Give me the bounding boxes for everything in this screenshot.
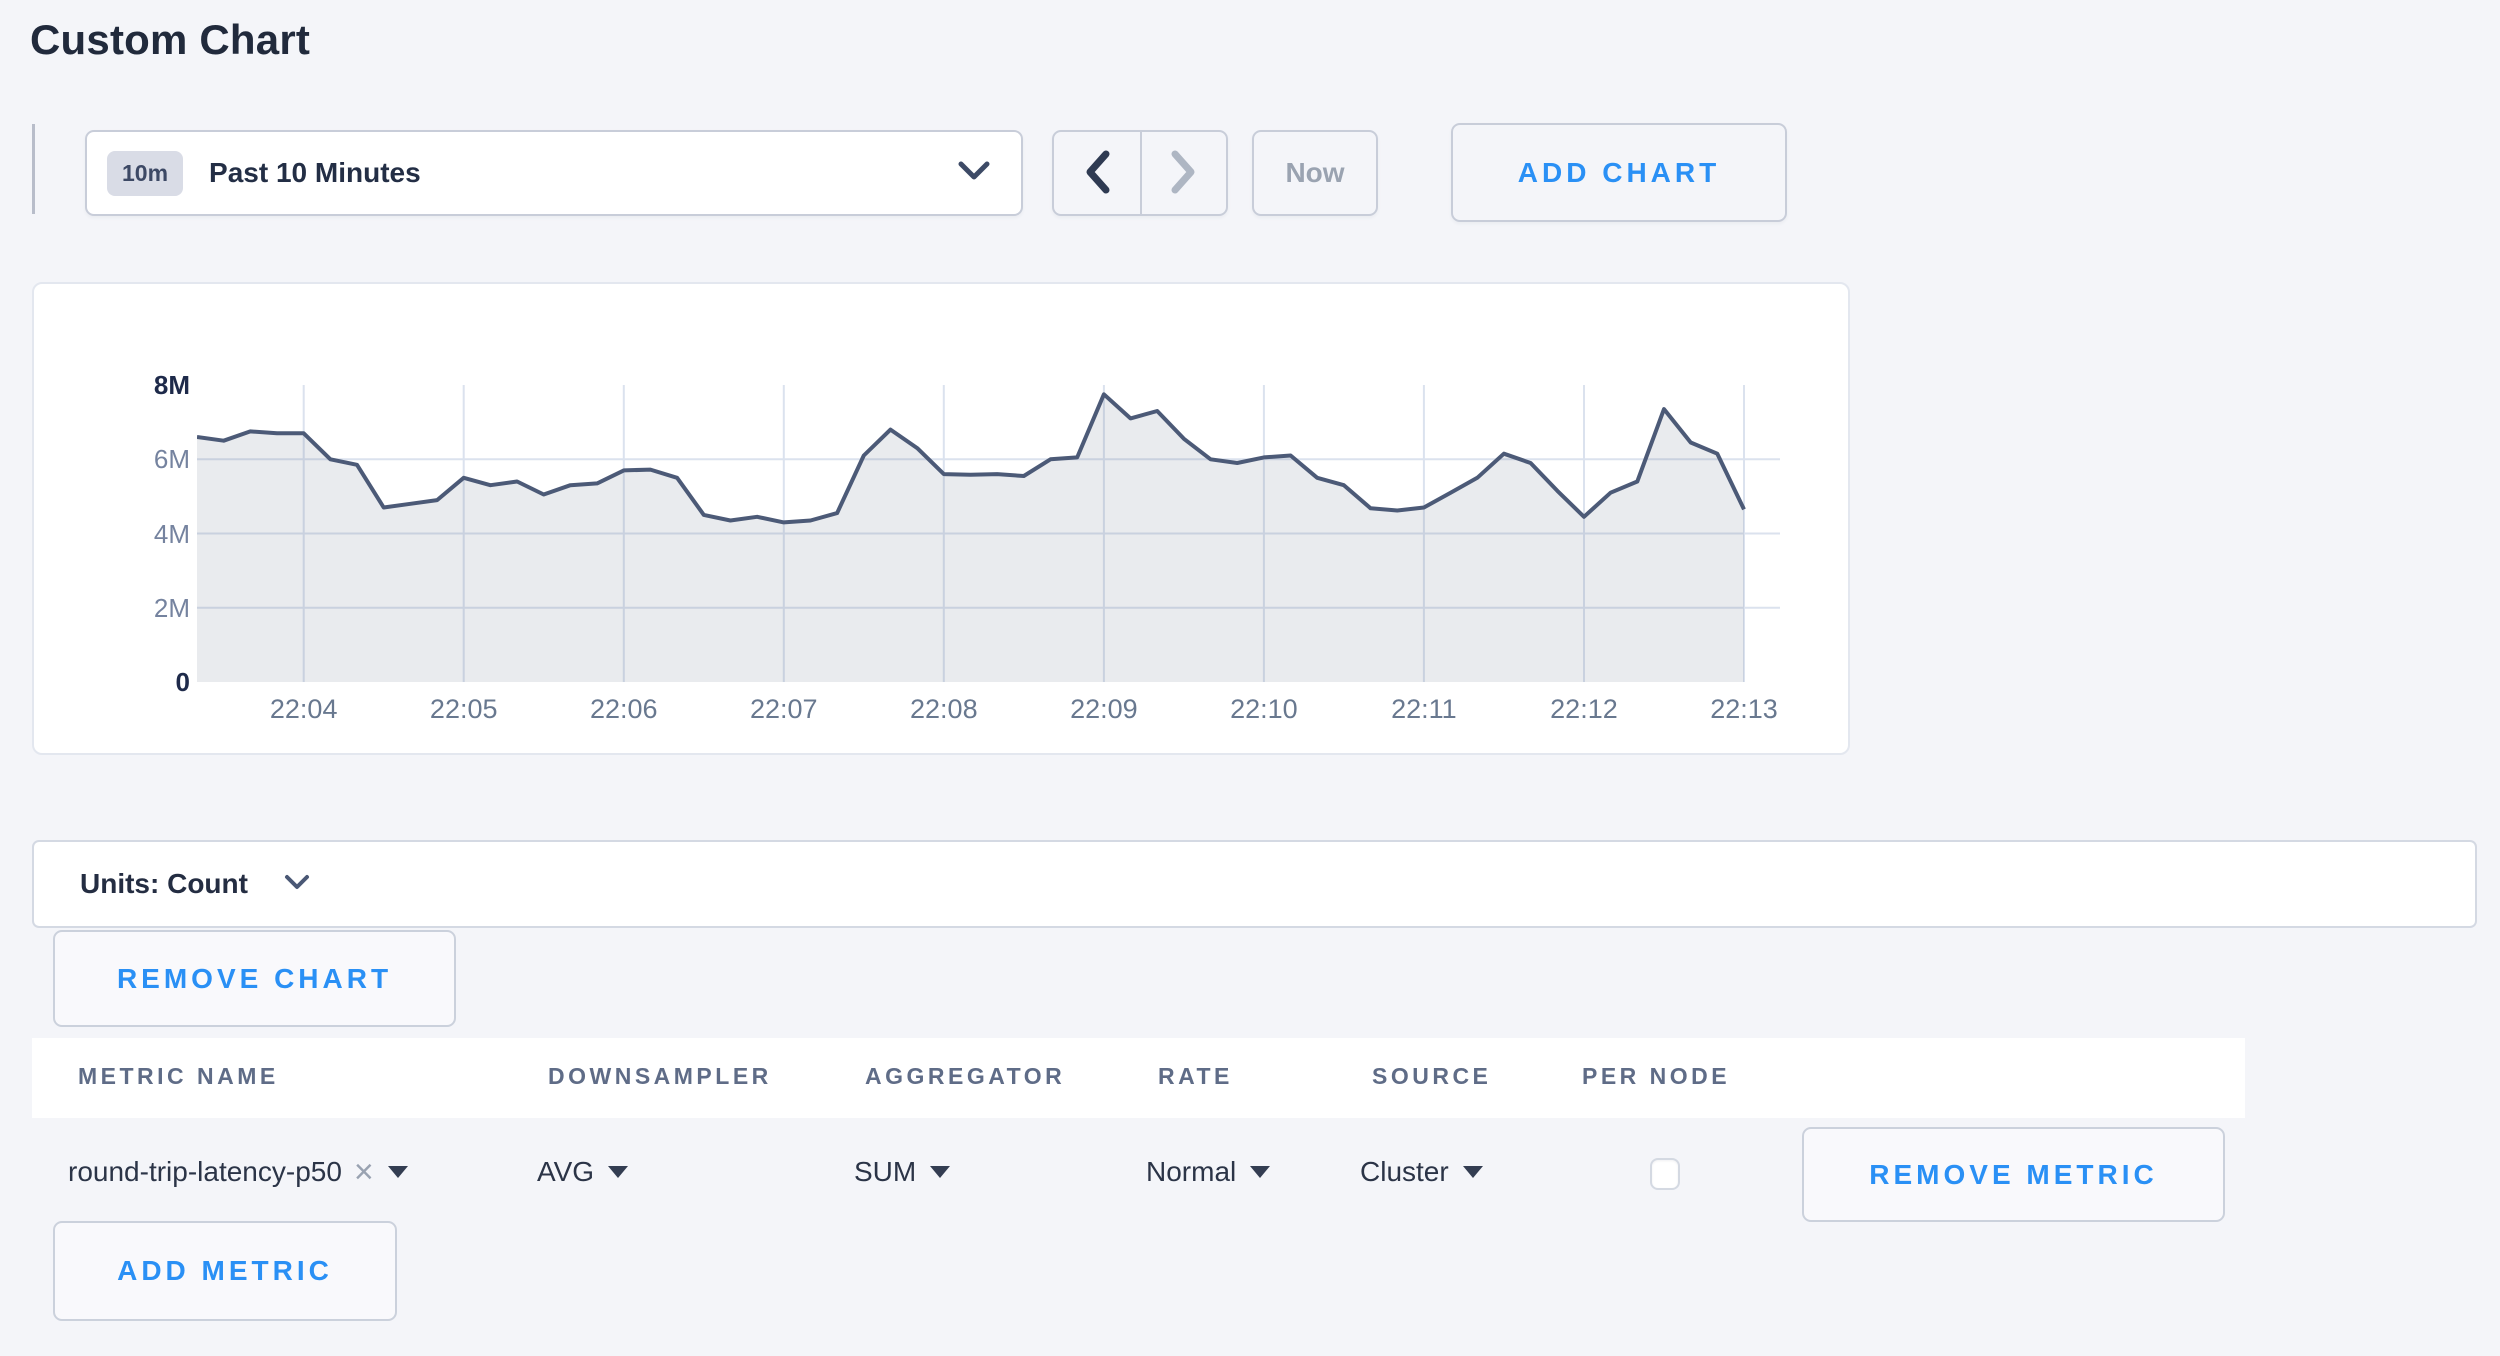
metric-name-dropdown[interactable]: round-trip-latency-p50 × bbox=[68, 1146, 408, 1198]
remove-chart-button[interactable]: REMOVE CHART bbox=[53, 930, 456, 1027]
chart-plot[interactable] bbox=[197, 385, 1780, 682]
y-tick-label: 4M bbox=[153, 518, 190, 549]
chevron-down-icon bbox=[248, 874, 310, 895]
caret-down-icon bbox=[1250, 1166, 1271, 1178]
section-accent-line bbox=[32, 124, 35, 214]
next-range-button[interactable] bbox=[1140, 132, 1226, 214]
column-header-per-node: PER NODE bbox=[1582, 1063, 1731, 1089]
column-header-metric-name: METRIC NAME bbox=[78, 1063, 279, 1089]
y-tick-label: 2M bbox=[153, 592, 190, 623]
time-range-pager bbox=[1052, 130, 1228, 216]
x-tick-label: 22:10 bbox=[1230, 694, 1298, 724]
rate-value: Normal bbox=[1146, 1156, 1237, 1187]
caret-down-icon bbox=[1462, 1166, 1483, 1178]
units-label: Units: Count bbox=[80, 868, 248, 899]
chevron-down-icon bbox=[957, 161, 991, 186]
now-button[interactable]: Now bbox=[1252, 130, 1378, 216]
per-node-checkbox[interactable] bbox=[1650, 1158, 1680, 1190]
add-chart-button[interactable]: ADD CHART bbox=[1451, 123, 1787, 222]
downsampler-dropdown[interactable]: AVG bbox=[537, 1146, 629, 1198]
x-tick-label: 22:11 bbox=[1391, 694, 1457, 724]
x-tick-label: 22:04 bbox=[269, 694, 338, 724]
aggregator-dropdown[interactable]: SUM bbox=[854, 1146, 951, 1198]
chart-svg bbox=[197, 385, 1780, 682]
add-metric-button[interactable]: ADD METRIC bbox=[53, 1221, 397, 1321]
caret-down-icon bbox=[930, 1166, 951, 1178]
chevron-right-icon bbox=[1169, 150, 1199, 197]
y-tick-label: 8M bbox=[153, 370, 190, 400]
caret-down-icon bbox=[387, 1166, 408, 1178]
caret-down-icon bbox=[608, 1166, 629, 1178]
column-header-aggregator: AGGREGATOR bbox=[865, 1063, 1066, 1089]
column-header-source: SOURCE bbox=[1372, 1063, 1492, 1089]
y-tick-label: 0 bbox=[175, 667, 190, 697]
units-dropdown[interactable]: Units: Count bbox=[32, 840, 2477, 928]
x-tick-label: 22:13 bbox=[1710, 694, 1778, 724]
y-axis-labels: 0 2M 4M 6M 8M bbox=[64, 370, 190, 697]
time-range-label: Past 10 Minutes bbox=[209, 157, 421, 188]
x-axis-labels: 22:04 22:05 22:06 22:07 22:08 22:09 22:10 22:11… bbox=[197, 694, 1817, 730]
close-icon[interactable]: × bbox=[353, 1153, 374, 1191]
y-tick-label: 6M bbox=[153, 444, 190, 475]
time-range-dropdown[interactable]: 10m Past 10 Minutes bbox=[85, 130, 1023, 216]
source-value: Cluster bbox=[1360, 1156, 1449, 1187]
rate-dropdown[interactable]: Normal bbox=[1146, 1146, 1271, 1198]
aggregator-value: SUM bbox=[854, 1156, 917, 1187]
x-tick-label: 22:08 bbox=[910, 694, 978, 724]
downsampler-value: AVG bbox=[537, 1156, 595, 1187]
metric-name-value: round-trip-latency-p50 bbox=[68, 1156, 342, 1187]
x-tick-label: 22:09 bbox=[1070, 694, 1138, 724]
page-title: Custom Chart bbox=[30, 16, 311, 63]
column-header-rate: RATE bbox=[1158, 1063, 1233, 1089]
metrics-table-header: METRIC NAME DOWNSAMPLER AGGREGATOR RATE … bbox=[32, 1038, 2245, 1118]
prev-range-button[interactable] bbox=[1054, 132, 1140, 214]
x-tick-label: 22:05 bbox=[429, 694, 498, 724]
time-range-badge: 10m bbox=[107, 150, 184, 196]
remove-metric-button[interactable]: REMOVE METRIC bbox=[1802, 1127, 2225, 1222]
column-header-downsampler: DOWNSAMPLER bbox=[548, 1063, 772, 1089]
x-tick-label: 22:06 bbox=[589, 694, 658, 724]
x-tick-label: 22:12 bbox=[1550, 694, 1618, 724]
x-tick-label: 22:07 bbox=[749, 694, 818, 724]
chart-card: 0 2M 4M 6M 8M 22:04 22:05 22:06 22:07 22:08 22:09… bbox=[32, 282, 1850, 755]
chevron-left-icon bbox=[1082, 150, 1112, 197]
source-dropdown[interactable]: Cluster bbox=[1360, 1146, 1483, 1198]
